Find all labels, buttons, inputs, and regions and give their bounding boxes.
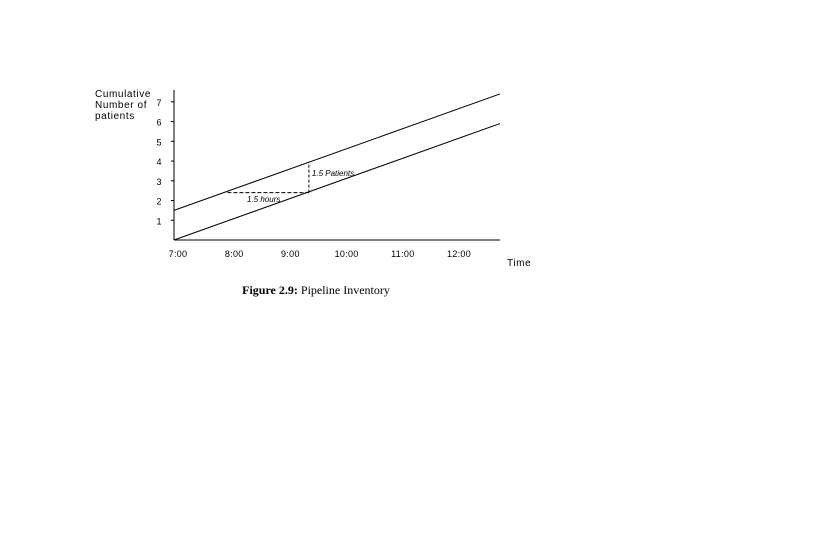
x-tick-label: 12:00	[447, 249, 471, 259]
y-tick-label: 7	[156, 98, 161, 108]
y-axis-label-line-3: patients	[95, 111, 135, 122]
x-tick-label: 11:00	[391, 249, 414, 259]
x-tick-label: 8:00	[225, 249, 244, 259]
series-lines	[173, 93, 501, 241]
figure-caption: Figure 2.9: Pipeline Inventory	[0, 283, 632, 298]
y-tick-label: 4	[156, 157, 161, 167]
patients-annotation-label: 1.5 Patients	[312, 169, 354, 178]
annotations: 1.5 Patients 1.5 hours	[227, 162, 354, 204]
y-tick-label: 2	[156, 197, 161, 207]
y-axis-label-line-1: Cumulative	[95, 89, 151, 100]
hours-annotation-label: 1.5 hours	[247, 195, 280, 204]
x-tick-label: 9:00	[281, 249, 300, 259]
y-tick-label: 1	[156, 216, 161, 226]
y-tick-label: 5	[156, 137, 161, 147]
caption-text: Pipeline Inventory	[300, 283, 390, 297]
x-tick-label: 7:00	[169, 249, 188, 259]
series-line-1	[173, 93, 501, 211]
series-line-2	[173, 123, 501, 241]
x-axis-label: Time	[507, 258, 531, 269]
y-tick-label: 6	[156, 118, 161, 128]
y-tick-label: 3	[156, 177, 161, 187]
x-tick-label: 10:00	[335, 249, 359, 259]
ticks: 1 2 3 4 5 6 7 7:00 8:00 9:00 10:00 11:00 12:00	[156, 98, 471, 259]
caption-label: Figure 2.9:	[242, 283, 298, 297]
y-axis-label-line-2: Number of	[95, 100, 147, 111]
axes	[173, 90, 500, 241]
